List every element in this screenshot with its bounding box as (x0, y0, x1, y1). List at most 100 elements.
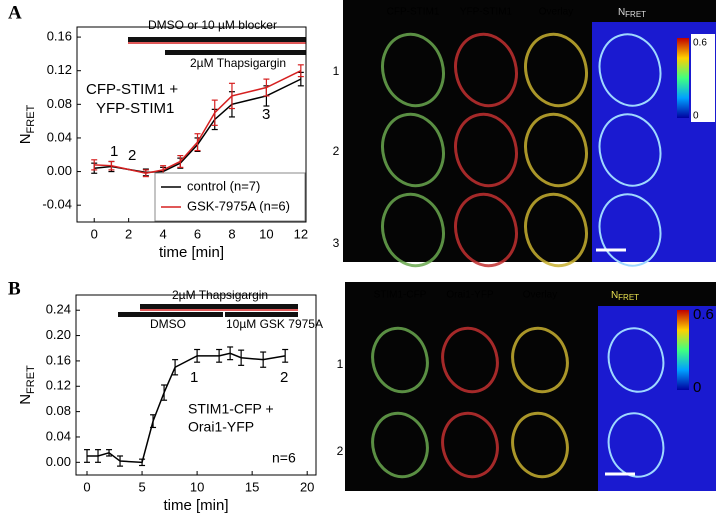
annotation: 2 (280, 369, 288, 386)
y-tick-label: 0.12 (47, 62, 72, 77)
nfret-label: NFRET (611, 290, 639, 302)
x-tick-label: 10 (259, 226, 273, 241)
x-axis-label: time [min] (163, 497, 228, 514)
annotation: CFP-STIM1 + (86, 81, 178, 98)
annotation: 1 (190, 369, 198, 386)
nfret-label-sub: FRET (625, 10, 646, 19)
treatment-label: 2µM Thapsigargin (190, 56, 286, 70)
legend-label: control (n=7) (187, 178, 260, 193)
legend-label: GSK-7975A (n=6) (187, 198, 290, 213)
y-axis-label-main: N (17, 394, 34, 405)
image-column-label: Orai1-YFP (446, 290, 494, 301)
image-row-label: 2 (337, 444, 344, 458)
y-axis-label: NFRET (17, 104, 37, 144)
y-tick-label: 0.00 (47, 163, 72, 178)
y-tick-label: 0.12 (46, 378, 71, 393)
y-tick-label: 0.08 (46, 403, 71, 418)
cell (598, 33, 662, 107)
treatment-label: DMSO (150, 317, 186, 331)
annotation: 3 (262, 106, 270, 123)
cell (607, 412, 665, 478)
cell (381, 112, 445, 188)
plot-frame (76, 26, 307, 223)
y-axis-label-sub: FRET (25, 104, 37, 133)
image-row-label: 1 (333, 64, 340, 78)
x-tick-label: 20 (300, 479, 314, 494)
cell (511, 326, 569, 394)
cell (454, 112, 518, 188)
y-tick-label: 0.04 (46, 428, 71, 443)
image-column-label: YFP-STIM1 (460, 7, 513, 18)
annotation: 1 (110, 143, 118, 160)
cell (371, 411, 429, 479)
annotation: YFP-STIM1 (96, 100, 174, 117)
cell (511, 411, 569, 479)
colorbar (677, 310, 689, 390)
plot-frame (75, 294, 317, 476)
cell (454, 192, 518, 268)
treatment-bar (140, 304, 298, 309)
treatment-bar (165, 50, 306, 55)
treatment-label: 10µM GSK 7975A (226, 317, 323, 331)
cell (441, 326, 499, 394)
treatment-label: DMSO or 10 µM blocker (148, 18, 277, 32)
nfret-label-main: N (618, 7, 625, 18)
legend-box (154, 172, 306, 222)
y-tick-label: 0.08 (47, 96, 72, 111)
y-axis-label: NFRET (17, 365, 37, 405)
image-column-label: Overlay (539, 7, 573, 18)
annotation: Orai1-YFP (188, 419, 254, 435)
nfret-label-sub: FRET (618, 293, 639, 302)
cell (524, 112, 588, 188)
y-tick-label: 0.16 (46, 352, 71, 367)
series-line (94, 70, 302, 175)
colorbar-label: 0.6 (693, 306, 714, 323)
colorbar-label: 0 (693, 379, 701, 396)
cell (524, 192, 588, 268)
x-tick-label: 0 (91, 226, 98, 241)
colorbar-bg (691, 34, 715, 122)
cell (441, 411, 499, 479)
y-tick-label: 0.04 (47, 129, 72, 144)
cell (524, 32, 588, 108)
colorbar-label: 0 (693, 111, 699, 122)
nfret-image (598, 306, 716, 491)
x-axis-label: time [min] (159, 244, 224, 261)
panel-label: B (8, 278, 21, 299)
cell (598, 113, 662, 187)
x-tick-label: 0 (83, 479, 90, 494)
y-tick-label: 0.24 (46, 302, 71, 317)
treatment-bar (128, 37, 306, 42)
cell (381, 32, 445, 108)
image-row-label: 2 (333, 144, 340, 158)
y-tick-label: 0.16 (47, 29, 72, 44)
cell (381, 192, 445, 268)
x-tick-label: 12 (294, 226, 308, 241)
nfret-label: NFRET (618, 7, 646, 19)
x-tick-label: 15 (245, 479, 259, 494)
x-tick-label: 8 (228, 226, 235, 241)
y-tick-label: -0.04 (42, 197, 72, 212)
annotation: STIM1-CFP + (188, 401, 274, 417)
x-tick-label: 10 (190, 479, 204, 494)
panel-label: A (8, 2, 22, 23)
series-line (87, 352, 286, 464)
image-column-label: STIM1-CFP (374, 290, 427, 301)
y-tick-label: 0.00 (46, 454, 71, 469)
x-tick-label: 5 (138, 479, 145, 494)
y-axis-label-sub: FRET (25, 365, 37, 394)
cell (371, 326, 429, 394)
y-axis-label-main: N (17, 133, 34, 144)
cell (607, 327, 665, 393)
image-column-label: Overlay (523, 290, 557, 301)
y-tick-label: 0.20 (46, 327, 71, 342)
cell (454, 32, 518, 108)
x-tick-label: 6 (194, 226, 201, 241)
colorbar (677, 38, 689, 118)
annotation: 2 (128, 147, 136, 164)
nfret-label-main: N (611, 290, 618, 301)
colorbar-label: 0.6 (693, 38, 707, 49)
treatment-bar (118, 312, 298, 317)
